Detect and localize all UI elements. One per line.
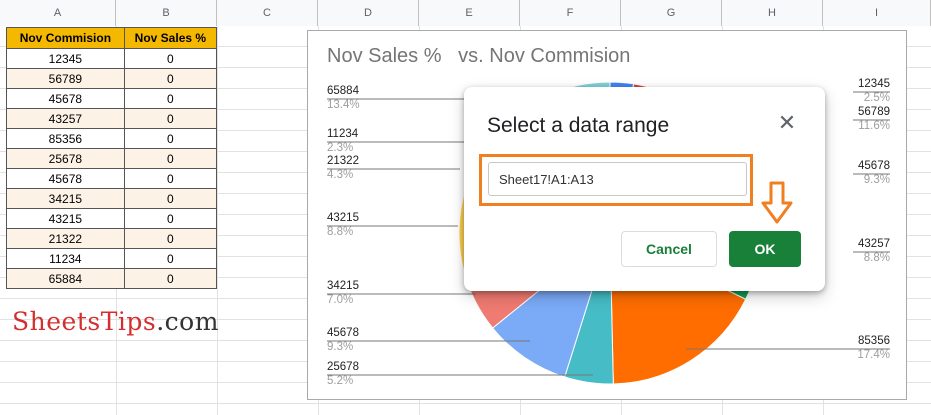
commision-cell[interactable]: 34215 [6, 188, 125, 209]
watermark-brand: SheetsTips [12, 307, 157, 336]
column-header-d[interactable]: D [318, 0, 419, 26]
header-nov-sales[interactable]: Nov Sales % [123, 27, 218, 49]
sales-cell[interactable]: 0 [123, 268, 218, 289]
slice-label: 43215 [327, 212, 359, 224]
sales-cell[interactable]: 0 [123, 248, 218, 269]
table-row: 43215 0 [6, 208, 218, 229]
column-header-f[interactable]: F [520, 0, 621, 26]
slice-label: 43257 [858, 238, 890, 250]
sales-cell[interactable]: 0 [123, 128, 218, 149]
commision-cell[interactable]: 43257 [6, 108, 125, 129]
sales-cell[interactable]: 0 [123, 168, 218, 189]
commision-cell[interactable]: 56789 [6, 68, 125, 89]
commision-cell[interactable]: 11234 [6, 248, 125, 269]
slice-label: 85356 [858, 335, 890, 347]
slice-percent-label: 4.3% [327, 169, 353, 181]
table-row: 56789 0 [6, 68, 218, 89]
range-highlight-box [479, 154, 753, 206]
slice-percent-label: 17.4% [857, 349, 890, 361]
ok-button[interactable]: OK [729, 231, 801, 267]
dialog-title: Select a data range [487, 114, 670, 137]
slice-label: 25678 [327, 361, 359, 373]
column-header-h[interactable]: H [722, 0, 823, 26]
table-row: 11234 0 [6, 248, 218, 269]
table-row: 85356 0 [6, 128, 218, 149]
table-row: 34215 0 [6, 188, 218, 209]
column-header-b[interactable]: B [116, 0, 217, 26]
sales-cell[interactable]: 0 [123, 68, 218, 89]
table-row: 45678 0 [6, 168, 218, 189]
header-row: Nov Commision Nov Sales % [6, 27, 218, 49]
slice-percent-label: 13.4% [327, 99, 360, 111]
sheetstips-watermark: SheetsTips.com [12, 307, 219, 336]
column-header-g[interactable]: G [621, 0, 722, 26]
slice-label: 56789 [858, 106, 890, 118]
slice-label: 45678 [327, 327, 359, 339]
header-nov-commision[interactable]: Nov Commision [6, 27, 125, 49]
table-row: 45678 0 [6, 88, 218, 109]
commision-cell[interactable]: 45678 [6, 88, 125, 109]
grid-column-line [217, 26, 218, 415]
down-arrow-icon [761, 181, 793, 224]
sales-cell[interactable]: 0 [123, 88, 218, 109]
watermark-tld: .com [156, 307, 219, 336]
slice-percent-label: 11.6% [858, 120, 890, 132]
table-row: 21322 0 [6, 228, 218, 249]
slice-percent-label: 2.5% [864, 92, 890, 104]
column-header-c[interactable]: C [217, 0, 318, 26]
sales-cell[interactable]: 0 [123, 208, 218, 229]
data-table: Nov Commision Nov Sales % 12345 0 56789 0 45… [6, 27, 218, 289]
cancel-button[interactable]: Cancel [621, 231, 717, 267]
sales-cell[interactable]: 0 [123, 188, 218, 209]
slice-label: 12345 [858, 78, 890, 90]
data-range-input[interactable] [488, 162, 747, 196]
sales-cell[interactable]: 0 [123, 228, 218, 249]
slice-label: 34215 [327, 280, 359, 292]
slice-percent-label: 8.8% [327, 226, 353, 238]
slice-percent-label: 9.3% [864, 174, 890, 186]
slice-percent-label: 9.3% [327, 341, 353, 353]
table-row: 25678 0 [6, 148, 218, 169]
commision-cell[interactable]: 65884 [6, 268, 125, 289]
column-header-a[interactable]: A [0, 0, 116, 26]
sales-cell[interactable]: 0 [123, 148, 218, 169]
grid-row-line [0, 403, 931, 404]
table-row: 43257 0 [6, 108, 218, 129]
commision-cell[interactable]: 21322 [6, 228, 125, 249]
close-icon[interactable]: ✕ [777, 110, 797, 135]
table-row: 12345 0 [6, 48, 218, 69]
commision-cell[interactable]: 25678 [6, 148, 125, 169]
slice-label: 45678 [858, 160, 890, 172]
sales-cell[interactable]: 0 [123, 48, 218, 69]
commision-cell[interactable]: 12345 [6, 48, 125, 69]
commision-cell[interactable]: 43215 [6, 208, 125, 229]
commision-cell[interactable]: 45678 [6, 168, 125, 189]
chart-title: Nov Sales % vs. Nov Commision [327, 45, 631, 67]
slice-percent-label: 7.0% [327, 294, 353, 306]
slice-label: 11234 [327, 128, 359, 140]
slice-percent-label: 2.3% [327, 142, 353, 154]
column-header-e[interactable]: E [419, 0, 520, 26]
slice-label: 21322 [327, 155, 359, 167]
sales-cell[interactable]: 0 [123, 108, 218, 129]
slice-percent-label: 8.8% [864, 252, 890, 264]
column-header-i[interactable]: I [823, 0, 931, 26]
table-row: 65884 0 [6, 268, 218, 289]
slice-label: 65884 [327, 85, 360, 97]
slice-percent-label: 5.2% [327, 375, 353, 387]
commision-cell[interactable]: 85356 [6, 128, 125, 149]
select-data-range-dialog: Select a data range ✕ Cancel OK [464, 87, 825, 291]
